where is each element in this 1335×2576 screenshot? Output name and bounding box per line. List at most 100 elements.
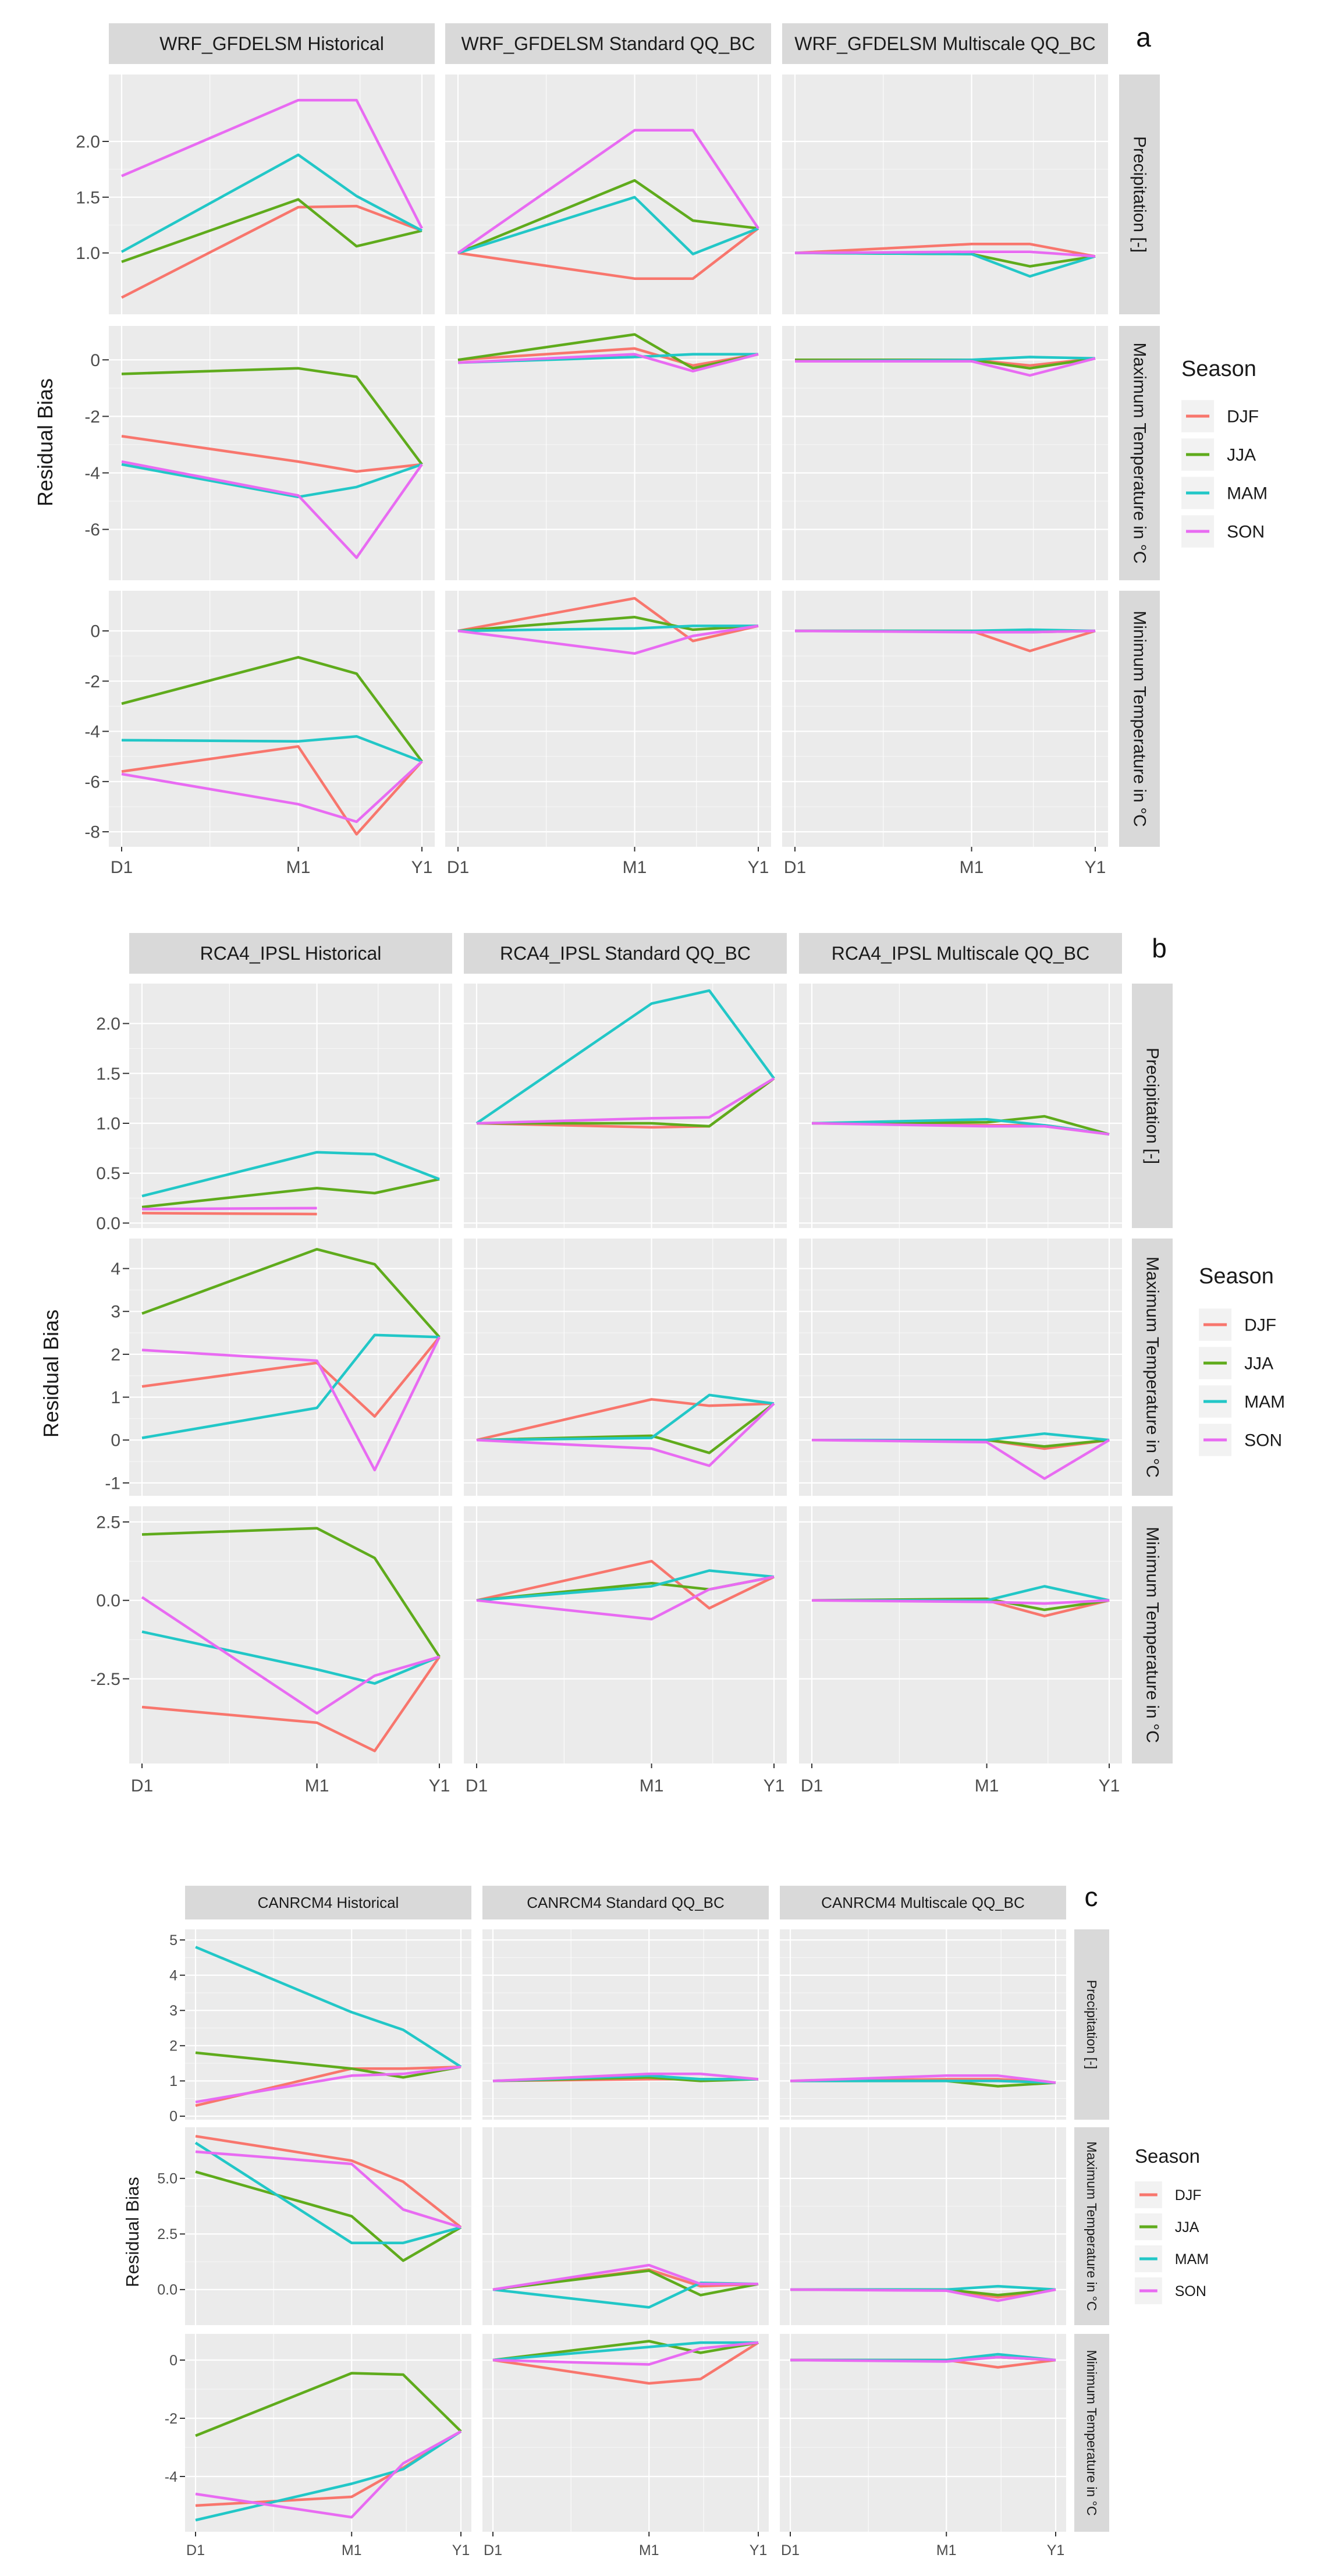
y-tick-label: 0 [169, 2109, 177, 2125]
series-line-son [141, 1596, 440, 1715]
x-tick-label: M1 [640, 1776, 664, 1796]
panel-background [464, 1506, 787, 1764]
legend-title: Season [1199, 1264, 1274, 1289]
panel-background [185, 1929, 471, 2120]
panel-background [482, 2127, 769, 2325]
column-strip-label: RCA4_IPSL Historical [200, 943, 382, 964]
y-tick-label: 4 [111, 1259, 120, 1279]
facet-panel [185, 2334, 471, 2532]
series-line-son [790, 2288, 1056, 2302]
x-tick-label: Y1 [452, 2542, 470, 2559]
x-tick-label: D1 [131, 1776, 153, 1796]
column-strip [129, 933, 452, 974]
y-tick-label: 0.0 [96, 1214, 120, 1233]
x-tick-label: M1 [975, 1776, 999, 1796]
panel-background [109, 74, 435, 314]
series-line-djf [141, 1336, 441, 1418]
y-tick-label: -6 [84, 772, 100, 792]
series-line-mam [121, 735, 422, 763]
y-tick-label: -6 [84, 520, 100, 540]
column-strip-label: WRF_GFDELSM Standard QQ_BC [461, 33, 755, 54]
column-strip-label: RCA4_IPSL Standard QQ_BC [500, 943, 751, 964]
panel-background [799, 984, 1122, 1228]
row-strip-label: Maximum Temperature in °C [1143, 1257, 1162, 1478]
legend-label: SON [1244, 1431, 1282, 1450]
series-line-jja [457, 179, 759, 254]
series-line-son [476, 1402, 775, 1467]
facet-panel [482, 2127, 769, 2325]
facet-figure-c: CANRCM4 Historical CANRCM4 Standard QQ_BC… [122, 1882, 1209, 2559]
x-tick-label: M1 [342, 2542, 362, 2559]
series-line-djf [476, 1398, 775, 1442]
row-strip [1074, 2127, 1109, 2325]
facet-panel [782, 591, 1108, 847]
series-line-son [794, 629, 1096, 634]
y-tick-label: 3 [111, 1303, 120, 1322]
legend-label: SON [1175, 2283, 1206, 2300]
y-tick-label: 2.0 [76, 132, 100, 151]
facet-panel [780, 1929, 1066, 2120]
x-tick-label: D1 [111, 858, 133, 877]
series-line-jja [121, 198, 422, 264]
series-line-jja [457, 333, 759, 370]
row-strip-label: Minimum Temperature in °C [1143, 1527, 1162, 1743]
series-line-djf [476, 1560, 775, 1610]
row-strip-label: Precipitation [-] [1084, 1980, 1099, 2069]
column-strip [799, 933, 1122, 974]
series-line-djf [141, 1212, 317, 1216]
x-tick-label: Y1 [429, 1776, 450, 1796]
legend-label: MAM [1227, 484, 1267, 503]
y-tick-label: 0.5 [96, 1164, 120, 1183]
y-tick-label: 1.5 [76, 188, 100, 207]
facet-figure-b: RCA4_IPSL Historical RCA4_IPSL Standard Q… [39, 933, 1285, 1796]
series-line-djf [195, 2065, 461, 2107]
facet-panel [109, 326, 435, 580]
legend-label: JJA [1227, 446, 1256, 465]
series-line-son [121, 460, 423, 559]
series-line-mam [790, 2080, 1056, 2084]
legend-label: SON [1227, 523, 1265, 542]
series-line-son [795, 357, 1096, 377]
series-line-son [476, 1576, 775, 1621]
x-tick-label: M1 [286, 858, 311, 877]
series-line-jja [492, 2269, 759, 2297]
row-strip [1074, 2334, 1109, 2532]
row-strip-label: Minimum Temperature in °C [1084, 2350, 1099, 2516]
series-line-jja [141, 1527, 441, 1658]
column-strip-label: RCA4_IPSL Multiscale QQ_BC [832, 943, 1089, 964]
series-line-jja [121, 367, 423, 466]
series-line-jja [121, 656, 423, 762]
facet-panel [780, 2127, 1066, 2325]
x-tick-label: Y1 [1047, 2542, 1065, 2559]
series-line-djf [457, 597, 759, 643]
y-axis-title: Residual Bias [33, 378, 57, 506]
y-tick-label: 1 [169, 2073, 177, 2089]
row-strip-label: Minimum Temperature in °C [1130, 611, 1149, 827]
y-tick-label: 1.5 [96, 1065, 120, 1084]
series-line-mam [195, 2430, 462, 2522]
series-line-son [811, 1438, 1110, 1480]
series-line-son [790, 2355, 1056, 2363]
x-tick-label: M1 [639, 2542, 659, 2559]
facet-panel [464, 984, 787, 1228]
row-strip [1074, 1929, 1109, 2120]
series-line-son [476, 1077, 775, 1125]
y-tick-label: 5 [169, 1932, 177, 1949]
x-tick-label: D1 [484, 2542, 502, 2559]
y-tick-label: 2 [111, 1345, 120, 1364]
panel-background [482, 1929, 769, 2120]
series-line-jja [492, 2340, 759, 2362]
x-tick-label: Y1 [1085, 858, 1106, 877]
y-tick-label: -1 [105, 1474, 120, 1493]
series-line-son [195, 2430, 462, 2519]
legend-label: JJA [1175, 2219, 1199, 2236]
series-line-son [811, 1122, 1110, 1136]
row-strip-label: Maximum Temperature in °C [1084, 2141, 1099, 2311]
series-line-djf [121, 435, 422, 473]
row-strip [1119, 74, 1160, 314]
series-line-mam [457, 353, 758, 364]
series-line-son [492, 2341, 759, 2366]
y-tick-label: 1.0 [96, 1115, 120, 1134]
y-tick-label: 2 [169, 2038, 177, 2055]
